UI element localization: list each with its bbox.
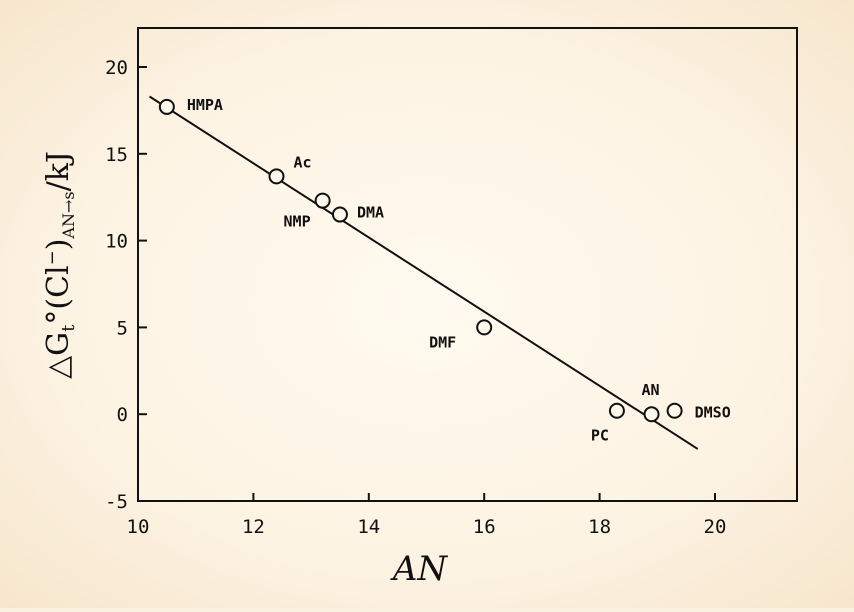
- point-label-hmpa: HMPA: [187, 96, 223, 114]
- y-tick-label: 15: [105, 144, 128, 166]
- data-point-nmp: [314, 192, 331, 209]
- point-label-ac: Ac: [293, 153, 311, 171]
- y-tick-label: 0: [117, 404, 128, 426]
- plot-frame: [137, 27, 798, 502]
- data-point-an: [643, 406, 660, 423]
- x-tick-label: 18: [588, 516, 611, 538]
- y-tick-label: 5: [117, 317, 128, 339]
- x-axis-label: AN: [390, 549, 449, 589]
- x-axis-ticks: 10 12 14 16 18 20: [127, 493, 727, 538]
- y-tick-label: 20: [105, 57, 128, 79]
- point-label-dmso: DMSO: [695, 404, 731, 422]
- data-point-hmpa: [158, 98, 175, 115]
- y-axis-label: △Gt°(Cl−)AN→s/kJ: [41, 151, 79, 379]
- y-tick-label: 10: [105, 231, 128, 253]
- data-point-pc: [608, 402, 625, 419]
- data-point-dmf: [476, 319, 493, 336]
- fit-line: [148, 95, 699, 450]
- x-tick-label: 14: [357, 516, 380, 538]
- data-point-dmso: [666, 402, 683, 419]
- data-point-ac: [268, 168, 285, 185]
- y-axis-ticks: -5 0 5 10 15 20: [105, 57, 147, 513]
- point-label-dma: DMA: [357, 204, 384, 222]
- data-points: HMPA Ac NMP DMA DMF PC AN DMSO: [158, 96, 731, 445]
- data-point-dma: [331, 206, 348, 223]
- x-tick-label: 20: [704, 516, 727, 538]
- x-tick-label: 16: [473, 516, 496, 538]
- point-label-dmf: DMF: [429, 333, 456, 351]
- x-tick-label: 12: [242, 516, 265, 538]
- point-label-nmp: NMP: [284, 213, 311, 231]
- point-label-an: AN: [642, 381, 660, 399]
- x-tick-label: 10: [127, 516, 150, 538]
- y-tick-label: -5: [105, 491, 128, 513]
- point-label-pc: PC: [591, 427, 609, 445]
